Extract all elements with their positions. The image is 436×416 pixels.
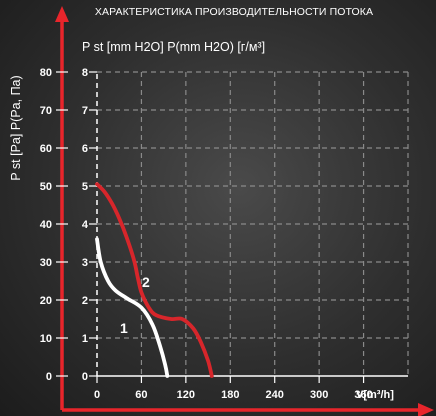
- grid: [97, 71, 409, 376]
- series-line-1: [95, 237, 170, 378]
- series-label-2: 2: [142, 274, 150, 290]
- y-tick-label-pa: 70: [40, 105, 52, 117]
- axes: [56, 71, 408, 383]
- y-tick-label-pa: 20: [40, 295, 52, 307]
- x-axis-label: V[m³/h]: [356, 389, 394, 401]
- y-tick-label-pa: 80: [40, 67, 52, 79]
- y-tick-label-pa: 60: [40, 143, 52, 155]
- outer-y-arrowhead-icon: [55, 6, 69, 22]
- outer-x-arrowhead-icon: [418, 403, 434, 416]
- x-tick-label: 180: [221, 389, 239, 401]
- y-tick-label-mm: 5: [82, 181, 88, 193]
- y-tick-label-pa: 30: [40, 257, 52, 269]
- y-tick-label-mm: 1: [82, 333, 88, 345]
- x-tick-label: 0: [94, 389, 100, 401]
- chart-title: ХАРАКТЕРИСТИКА ПРОИЗВОДИТЕЛЬНОСТИ ПОТОКА: [95, 6, 373, 18]
- y-tick-label-pa: 10: [40, 333, 52, 345]
- y-tick-label-mm: 8: [82, 67, 88, 79]
- y-tick-label-pa: 40: [40, 219, 52, 231]
- x-tick-label: 120: [177, 389, 195, 401]
- series-label-1: 1: [120, 320, 128, 336]
- y-tick-label-mm: 2: [82, 295, 88, 307]
- y-tick-label-mm: 3: [82, 257, 88, 269]
- outer-y-axis-label: P st [Pa] P(Pa, Па): [9, 75, 23, 180]
- y-tick-label-pa: 50: [40, 181, 52, 193]
- x-tick-label: 300: [310, 389, 328, 401]
- y-tick-label-mm: 7: [82, 105, 88, 117]
- y-tick-label-mm: 4: [82, 219, 89, 231]
- x-tick-label: 360: [354, 389, 372, 401]
- x-tick-label: 60: [135, 389, 147, 401]
- series-line-2: [95, 182, 214, 378]
- series: 12: [95, 182, 214, 378]
- y-tick-label-mm: 6: [82, 143, 88, 155]
- inner-y-axis-label: P st [mm H2O] P(mm H2O) [г/м³]: [82, 40, 265, 54]
- x-tick-label: 240: [266, 389, 284, 401]
- y-tick-label-mm: 0: [82, 371, 88, 383]
- y-tick-label-pa: 0: [46, 371, 52, 383]
